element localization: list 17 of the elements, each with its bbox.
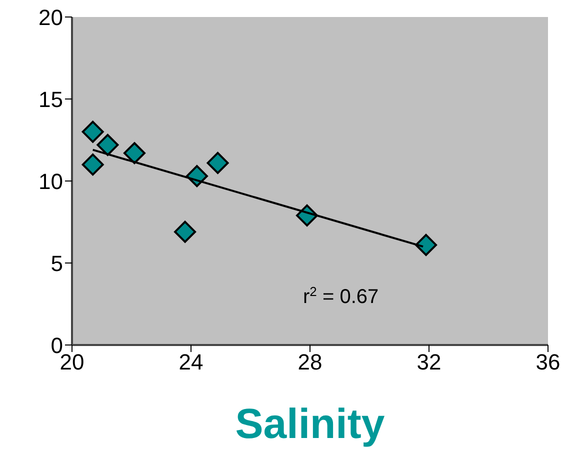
x-tick-label: 32 (416, 350, 442, 375)
point (123, 142, 146, 164)
x-axis-title: Salinity (235, 400, 386, 447)
y-tick-label: 10 (38, 168, 63, 194)
x-tick-label: 24 (178, 350, 204, 375)
y-tick-label: 15 (38, 86, 63, 112)
x-tick-label: 36 (536, 350, 560, 375)
point (96, 134, 119, 156)
point (82, 120, 104, 143)
y-tick-label: 5 (50, 250, 63, 276)
point (415, 234, 438, 256)
point (206, 152, 229, 174)
y-tick-label: 20 (38, 4, 63, 30)
x-tick-label: 28 (298, 350, 322, 375)
point (174, 220, 196, 243)
point (82, 154, 104, 176)
annotation: r$^{2}$ = 0.67 (303, 284, 379, 308)
